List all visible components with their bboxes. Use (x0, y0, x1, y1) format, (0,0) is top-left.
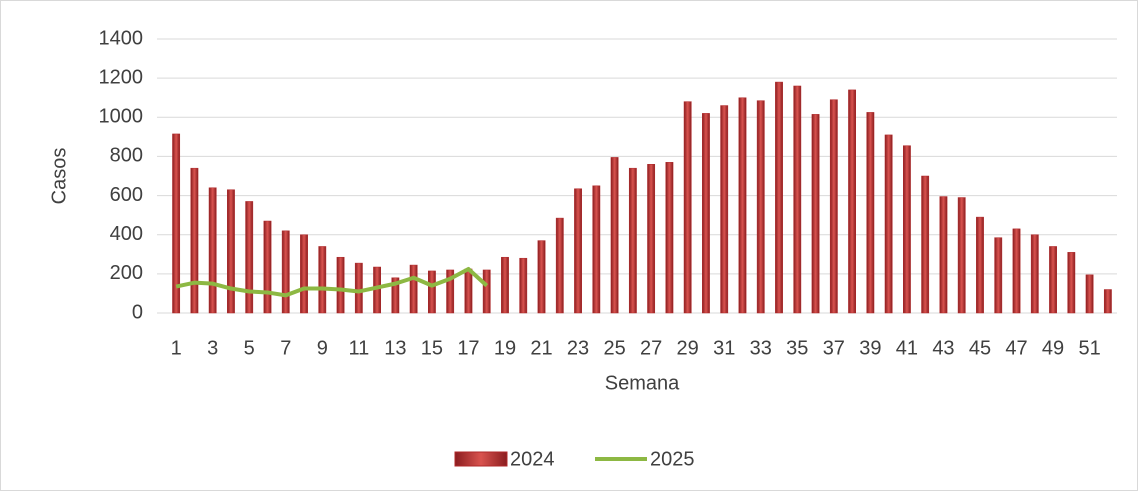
bar (866, 112, 875, 314)
bar (848, 89, 857, 314)
bar (1030, 234, 1039, 314)
x-tick-label: 11 (348, 337, 369, 359)
bar (555, 217, 564, 314)
bar (1103, 289, 1112, 314)
x-tick-label: 35 (786, 337, 808, 359)
x-tick-label: 49 (1042, 337, 1064, 359)
bar (464, 268, 473, 314)
x-tick-label: 33 (750, 337, 772, 359)
x-tick-label: 31 (713, 337, 735, 359)
x-tick-label: 39 (859, 337, 881, 359)
bar (775, 81, 783, 314)
bar (683, 101, 692, 314)
y-tick-label: 1000 (99, 106, 144, 128)
bar (208, 187, 217, 314)
bar (574, 188, 582, 314)
x-axis-label: Semana (605, 372, 680, 394)
bar (446, 269, 455, 314)
line (175, 266, 489, 298)
legend-label: 2024 (510, 448, 555, 470)
bar (172, 133, 181, 314)
y-tick-label: 1400 (99, 27, 144, 49)
bar (281, 230, 290, 314)
x-tick-label: 21 (530, 337, 552, 359)
bar (1012, 228, 1021, 314)
bar (811, 114, 820, 314)
bar (190, 167, 199, 314)
bar (428, 270, 436, 314)
bar (501, 256, 509, 314)
bar (519, 257, 528, 314)
bar (592, 185, 601, 314)
bar (702, 113, 710, 314)
bar (628, 167, 637, 314)
bar (884, 134, 893, 314)
x-tick-label: 1 (171, 337, 182, 359)
bar (1067, 252, 1076, 314)
bar (227, 189, 235, 314)
bar (994, 237, 1003, 314)
x-tick-label: 45 (969, 337, 991, 359)
legend-swatch (454, 451, 508, 467)
bar (903, 145, 911, 314)
bar (300, 234, 308, 314)
bar (829, 99, 838, 314)
x-tick-label: 3 (207, 337, 218, 359)
y-tick-label: 600 (110, 184, 143, 206)
bar (738, 97, 747, 314)
x-tick-label: 41 (896, 337, 918, 359)
x-tick-label: 17 (457, 337, 479, 359)
bar (939, 196, 948, 314)
bar (756, 100, 765, 314)
bar (537, 240, 546, 314)
bar (720, 105, 729, 314)
bar (647, 164, 656, 314)
x-tick-label: 47 (1005, 337, 1027, 359)
bar (263, 220, 272, 314)
x-tick-label: 13 (384, 337, 406, 359)
bar (318, 246, 327, 314)
bar (665, 162, 674, 314)
bar (976, 216, 984, 314)
bar (957, 197, 966, 314)
x-tick-label: 37 (823, 337, 845, 359)
x-tick-label: 27 (640, 337, 662, 359)
bar (336, 256, 345, 314)
bar (354, 262, 363, 314)
x-tick-label: 9 (317, 337, 328, 359)
x-tick-label: 25 (603, 337, 625, 359)
x-tick-label: 51 (1078, 337, 1100, 359)
bar (245, 201, 254, 314)
y-tick-label: 0 (132, 301, 143, 323)
bar (793, 85, 802, 314)
bar (482, 269, 491, 314)
bar (409, 264, 418, 314)
y-axis-label: Casos (48, 148, 70, 205)
bar (1085, 274, 1094, 314)
y-tick-label: 800 (110, 145, 143, 167)
x-tick-label: 19 (494, 337, 516, 359)
x-tick-label: 15 (421, 337, 443, 359)
x-tick-label: 29 (677, 337, 699, 359)
bar (1049, 246, 1057, 314)
x-tick-label: 7 (280, 337, 291, 359)
x-tick-label: 23 (567, 337, 589, 359)
y-tick-label: 1200 (99, 66, 144, 88)
bar (391, 277, 400, 314)
x-tick-label: 5 (244, 337, 255, 359)
x-tick-label: 43 (932, 337, 954, 359)
bar (610, 157, 619, 314)
bar (921, 175, 930, 314)
y-tick-label: 200 (110, 262, 143, 284)
legend-label: 2025 (650, 448, 695, 470)
y-tick-label: 400 (110, 223, 143, 245)
